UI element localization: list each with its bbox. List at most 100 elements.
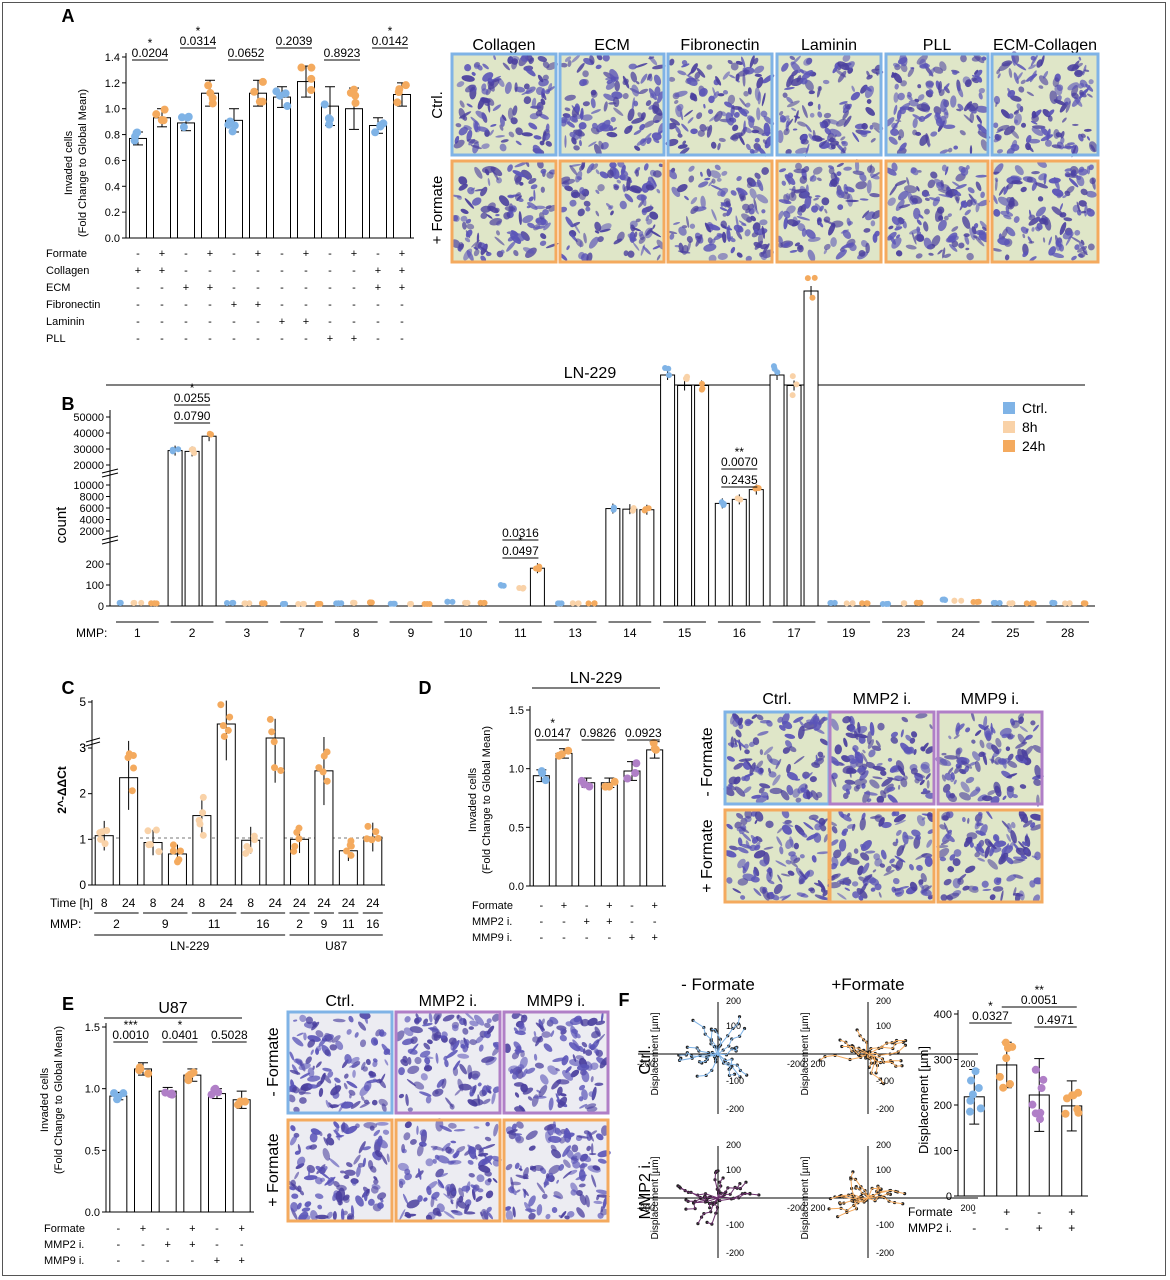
panel-d-image-minus-cell [735, 739, 746, 748]
panel-d-image-minus-cell [751, 714, 758, 720]
panel-e-data-point [144, 1069, 153, 1078]
panel-a-image-formate-cell [1087, 243, 1095, 251]
panel-a-image-ctrl-cell [731, 134, 739, 142]
panel-a-image-ctrl-cell [799, 69, 811, 76]
panel-a-image-formate-cell [646, 218, 653, 225]
panel-a-image-formate-cell [510, 233, 522, 245]
panel-a-image-ctrl-cell [739, 97, 747, 107]
panel-a-image-ctrl-cell [960, 54, 967, 63]
panel-a-image-ctrl-cell [741, 56, 746, 68]
panel-b-mmp-label: 10 [459, 626, 473, 640]
panel-a-image-formate-cell [467, 187, 475, 195]
panel-c-data-point [270, 738, 278, 746]
panel-a-sign: - [352, 265, 356, 277]
panel-a-image-ctrl-cell [682, 140, 687, 145]
panel-d-data-point [580, 780, 589, 789]
panel-a-image-ctrl-cell [539, 140, 545, 146]
panel-a-sign: - [280, 248, 284, 260]
panel-d-image-minus-cell [793, 716, 804, 723]
panel-a-image-formate-cell [512, 170, 526, 178]
panel-a-image-ctrl-cell [933, 106, 942, 115]
panel-b-pvalue: 0.0070 [721, 455, 758, 469]
panel-a-image-formate-cell [1006, 182, 1014, 190]
panel-a-image-ctrl-cell [495, 135, 505, 138]
panel-d-image-minus-cell [886, 786, 896, 792]
panel-a-image-ctrl-cell [978, 87, 985, 94]
panel-a-image-formate-cell [818, 221, 824, 228]
panel-d-sign: - [653, 916, 657, 928]
panel-d-sign: - [607, 932, 611, 944]
panel-d-image-plus-cell [915, 853, 928, 860]
panel-a-image-ctrl-cell [826, 145, 833, 150]
panel-f-data-point [1003, 1044, 1012, 1053]
panel-a-image-ctrl-cell [907, 106, 915, 112]
panel-a-image-ctrl-cell [1074, 65, 1080, 70]
panel-e-ytick-label: 1.5 [85, 1022, 100, 1034]
panel-d-image-minus-cell [845, 732, 857, 739]
panel-b-bar [694, 385, 710, 607]
panel-a-image-ctrl-cell [786, 96, 793, 104]
panel-a-image-formate-cell [966, 165, 970, 170]
panel-a-image-ctrl-cell [738, 134, 745, 146]
panel-b-data-point [575, 600, 582, 607]
panel-a-image-ctrl-cell [1062, 145, 1076, 149]
panel-b-ytick-label: 100 [86, 580, 104, 592]
panel-a-image-ctrl-cell [895, 119, 902, 122]
panel-a-image-formate-cell [1074, 229, 1081, 236]
panel-a-image-formate-cell [636, 194, 647, 201]
panel-a-image-ctrl-cell [677, 133, 683, 138]
panel-a-image-ctrl-cell [1064, 97, 1071, 105]
panel-a-col-label: ECM-Collagen [993, 37, 1097, 54]
panel-d-image-minus-cell [914, 778, 920, 784]
panel-c-time-label: Time [h] [50, 896, 93, 910]
panel-d-image-plus-cell [892, 810, 900, 817]
panel-b-data-point [699, 380, 706, 387]
panel-a-image-formate-cell [514, 192, 522, 201]
panel-a-image-ctrl-cell [613, 96, 620, 108]
panel-e-sign: - [240, 1239, 244, 1251]
panel-a-image-formate-cell [924, 208, 930, 215]
panel-a-image-formate-cell [795, 162, 802, 170]
panel-a-image-formate-cell [1028, 240, 1035, 244]
panel-a-image-formate-cell [533, 189, 536, 202]
panel-a-image-ctrl-cell [668, 76, 676, 82]
panel-a-image-formate-cell [619, 200, 627, 210]
panel-a-image-formate-cell [966, 199, 973, 207]
panel-d-image-minus-cell [768, 767, 772, 774]
panel-a-image-formate-cell [522, 247, 535, 254]
panel-a-image-ctrl-cell [742, 72, 746, 87]
panel-a-image-formate-cell [1059, 222, 1067, 236]
panel-a-image-formate-cell [630, 237, 637, 242]
panel-a-image-formate-cell [951, 240, 959, 248]
panel-d-image-plus-cell [926, 839, 933, 848]
panel-a-image-formate [884, 159, 990, 264]
panel-d-image-minus-cell [737, 717, 743, 726]
panel-f-pvalue: 0.4971 [1037, 1013, 1074, 1027]
panel-b-axis-break [101, 539, 119, 545]
panel-b-data-point [793, 381, 800, 388]
panel-a-image-formate-cell [726, 228, 731, 242]
panel-d-image-plus-cell [853, 848, 859, 854]
panel-a-image-formate-cell [761, 167, 769, 175]
panel-a-image-ctrl-cell [674, 90, 688, 98]
panel-d-image-plus-cell [759, 886, 767, 894]
panel-a-image-formate-cell [761, 225, 765, 239]
panel-a-image-ctrl-cell [732, 124, 739, 132]
panel-c-data-point [293, 828, 301, 836]
panel-a-image-ctrl-cell [537, 74, 544, 83]
panel-a-image-formate-cell [609, 162, 617, 169]
panel-a-image-ctrl-cell [978, 92, 983, 100]
panel-a-image-formate-cell [716, 177, 722, 182]
panel-b-data-point [426, 600, 433, 607]
panel-a-sign: - [400, 316, 404, 328]
panel-c-time: 24 [366, 896, 380, 910]
panel-a-image-formate-cell [778, 199, 792, 205]
panel-a-image-ctrl-cell [842, 104, 847, 111]
panel-d-image-plus-cell [851, 881, 859, 887]
panel-a-image-ctrl-cell [459, 111, 472, 119]
panel-a-image-formate-cell [726, 207, 733, 217]
panel-a-image-formate-cell [895, 199, 905, 211]
panel-b-axis-break [101, 535, 119, 541]
panel-d-image-plus-cell [789, 836, 794, 848]
panel-a-image-formate-cell [955, 183, 967, 190]
